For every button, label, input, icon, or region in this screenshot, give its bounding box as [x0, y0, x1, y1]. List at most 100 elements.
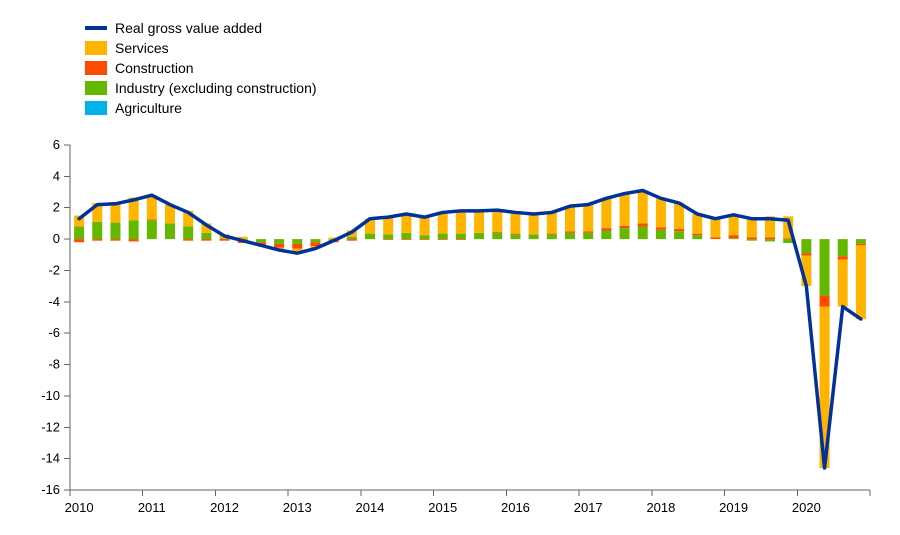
x-tick-label: 2013 [283, 500, 312, 515]
x-tick-label: 2020 [792, 500, 821, 515]
bar-industry [420, 235, 430, 239]
bar-industry [820, 239, 830, 295]
bar-industry [747, 239, 757, 241]
bar-industry [856, 239, 866, 244]
bar-construction [583, 231, 593, 233]
bar-construction [801, 253, 811, 255]
y-tick-label: 6 [53, 137, 60, 152]
y-tick-label: 2 [53, 200, 60, 215]
y-tick-label: -4 [48, 294, 60, 309]
legend-label-industry: Industry (excluding construction) [115, 80, 317, 96]
bar-construction [492, 232, 502, 233]
bar-industry [165, 223, 175, 239]
bar-industry [110, 223, 120, 239]
legend-label-services: Services [115, 40, 169, 56]
bar-industry [456, 234, 466, 239]
bar-industry [129, 220, 139, 239]
bar-industry [583, 233, 593, 239]
x-tick-label: 2015 [428, 500, 457, 515]
bar-construction [747, 238, 757, 240]
y-tick-label: -14 [41, 451, 60, 466]
line-real-gva [79, 190, 861, 468]
bar-industry [529, 234, 539, 239]
bar-industry [438, 234, 448, 239]
y-tick-label: -16 [41, 482, 60, 497]
bar-industry [310, 239, 320, 242]
bar-construction [656, 227, 666, 229]
bar-construction [565, 231, 575, 233]
bar-services [547, 212, 557, 233]
bar-industry [565, 233, 575, 239]
bar-industry [183, 227, 193, 240]
bar-construction [201, 239, 211, 241]
bar-construction [710, 238, 720, 240]
bar-services [420, 216, 430, 235]
bar-industry [547, 234, 557, 239]
bar-construction [765, 238, 775, 240]
bar-construction [456, 239, 466, 240]
x-tick-label: 2017 [574, 500, 603, 515]
bar-construction [274, 244, 284, 248]
legend-label-construction: Construction [115, 60, 194, 76]
bar-industry [601, 230, 611, 239]
bar-services [838, 259, 848, 306]
bar-construction [220, 239, 230, 241]
bar-industry [656, 230, 666, 239]
bar-construction [638, 223, 648, 226]
bar-construction [110, 239, 120, 241]
bar-construction [92, 239, 102, 241]
bar-services [456, 210, 466, 234]
legend-label-line: Real gross value added [115, 20, 262, 36]
bar-construction [74, 239, 84, 242]
bar-industry [765, 239, 775, 241]
bar-construction [147, 219, 157, 220]
gva-chart: Real gross value added Services Constructi… [0, 0, 900, 535]
x-tick-label: 2012 [210, 500, 239, 515]
bar-construction [383, 239, 393, 240]
bar-services [638, 190, 648, 223]
bar-services [529, 214, 539, 234]
bar-construction [347, 239, 357, 241]
bar-industry [692, 235, 702, 239]
x-tick-label: 2016 [501, 500, 530, 515]
bar-construction [692, 234, 702, 236]
y-tick-label: -12 [41, 419, 60, 434]
y-tick-label: -2 [48, 262, 60, 277]
bar-services [729, 215, 739, 235]
bar-services [692, 214, 702, 234]
bar-services [656, 198, 666, 227]
y-tick-label: 4 [53, 168, 60, 183]
bar-industry [492, 233, 502, 239]
bar-industry [347, 237, 357, 239]
x-tick-label: 2019 [719, 500, 748, 515]
bar-industry [92, 222, 102, 239]
legend-swatch-line [85, 26, 107, 30]
bar-industry [274, 239, 284, 244]
legend-swatch-services [85, 41, 107, 55]
bar-services [565, 206, 575, 231]
bar-industry [838, 239, 848, 256]
bar-industry [74, 227, 84, 240]
legend-swatch-agriculture [85, 101, 107, 115]
bar-construction [510, 234, 520, 235]
legend-swatch-construction [85, 61, 107, 75]
bar-industry [292, 239, 302, 244]
bar-construction [856, 244, 866, 246]
bar-construction [601, 228, 611, 230]
y-tick-label: -10 [41, 388, 60, 403]
bar-industry [147, 220, 157, 239]
bar-industry [256, 239, 266, 242]
bar-services [474, 211, 484, 233]
bar-construction [838, 256, 848, 259]
x-tick-label: 2010 [65, 500, 94, 515]
bar-industry [729, 238, 739, 239]
x-tick-label: 2018 [646, 500, 675, 515]
y-tick-label: 0 [53, 231, 60, 246]
bar-industry [620, 228, 630, 239]
bar-industry [674, 231, 684, 239]
bar-services [856, 245, 866, 319]
bar-industry [783, 239, 793, 243]
bar-construction [438, 239, 448, 240]
bar-industry [510, 234, 520, 239]
bar-construction [401, 239, 411, 240]
